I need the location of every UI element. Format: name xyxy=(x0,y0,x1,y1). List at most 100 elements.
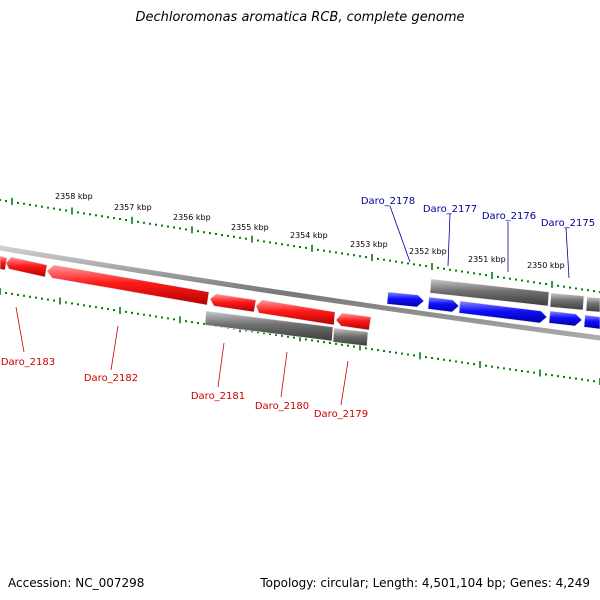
ruler-minor-tick xyxy=(485,364,487,367)
ruler-minor-tick xyxy=(203,231,205,234)
ruler-minor-tick xyxy=(269,241,271,244)
ruler-minor-tick xyxy=(5,200,7,202)
gene-track-reverse xyxy=(0,255,372,331)
ruler-minor-tick xyxy=(455,269,457,272)
ruler-minor-tick xyxy=(437,266,439,269)
ruler-minor-tick xyxy=(509,368,511,371)
ruler-minor-tick xyxy=(77,211,79,214)
leader-line xyxy=(15,306,25,353)
ruler-minor-tick xyxy=(593,380,595,383)
ruler-minor-tick xyxy=(137,312,139,315)
ruler-minor-tick xyxy=(347,344,349,347)
ruler-minor-tick xyxy=(275,333,277,336)
ruler-minor-tick xyxy=(443,267,445,270)
ruler-minor-tick xyxy=(497,366,499,369)
ruler-minor-tick xyxy=(161,316,163,319)
ruler-minor-tick xyxy=(365,347,367,350)
leader-line xyxy=(340,360,349,406)
ruler-minor-tick xyxy=(389,350,391,353)
ruler-minor-tick xyxy=(125,310,127,313)
ruler-minor-tick xyxy=(437,357,439,360)
ruler-minor-tick xyxy=(491,365,493,368)
ruler-major-tick xyxy=(491,272,493,279)
ruler-minor-tick xyxy=(383,350,385,352)
forward-label-leaders xyxy=(389,205,570,279)
ruler-minor-tick xyxy=(137,220,139,223)
ruler-minor-tick xyxy=(539,282,541,285)
ruler-minor-tick xyxy=(353,254,355,257)
gene-block-gray-4 xyxy=(549,292,585,311)
ruler-minor-tick xyxy=(383,258,385,261)
genome-backbone xyxy=(0,245,600,341)
ruler-minor-tick xyxy=(407,262,409,265)
gene-label-daro-2175[interactable]: Daro_2175 xyxy=(541,218,595,229)
ruler-minor-tick xyxy=(503,367,505,370)
ruler-minor-tick xyxy=(467,271,469,274)
gene-arrow-daro-2183 xyxy=(5,256,48,278)
ruler-minor-tick xyxy=(557,375,559,378)
ruler-minor-tick xyxy=(281,243,283,246)
leader-line xyxy=(389,205,411,263)
ruler-minor-tick xyxy=(125,219,127,221)
ruler-minor-tick xyxy=(95,306,97,309)
ruler-minor-tick xyxy=(479,273,481,276)
ruler-minor-tick xyxy=(119,218,121,220)
ruler-minor-tick xyxy=(329,250,331,253)
ruler-minor-tick xyxy=(167,317,169,320)
ruler-minor-tick xyxy=(515,278,517,281)
leader-line xyxy=(280,351,288,398)
gene-label-daro-2182[interactable]: Daro_2182 xyxy=(84,373,138,384)
ruler-minor-tick xyxy=(569,286,571,289)
ruler-minor-tick xyxy=(239,236,241,239)
ruler-minor-tick xyxy=(245,237,247,240)
ruler-minor-tick xyxy=(377,349,379,352)
ruler-major-tick xyxy=(251,235,253,243)
ruler-minor-tick xyxy=(335,251,337,254)
ruler-minor-tick xyxy=(347,253,349,256)
ruler-minor-tick xyxy=(335,342,337,345)
ruler-minor-tick xyxy=(551,374,553,377)
gene-label-daro-2176[interactable]: Daro_2176 xyxy=(482,211,536,222)
ruler-minor-tick xyxy=(281,334,283,337)
gene-label-daro-2178[interactable]: Daro_2178 xyxy=(361,196,415,207)
ruler-minor-tick xyxy=(323,341,325,344)
kbp-label: 2352 kbp xyxy=(409,247,447,256)
ruler-minor-tick xyxy=(401,261,403,264)
ruler-minor-tick xyxy=(29,295,31,298)
ruler-minor-tick xyxy=(53,299,55,302)
ruler-minor-tick xyxy=(113,217,115,220)
gene-label-daro-2179[interactable]: Daro_2179 xyxy=(314,409,368,420)
gene-label-daro-2181[interactable]: Daro_2181 xyxy=(191,391,245,402)
accession-text: Accession: NC_007298 xyxy=(8,576,145,590)
ruler-minor-tick xyxy=(341,252,343,255)
gene-label-daro-2177[interactable]: Daro_2177 xyxy=(423,204,477,215)
ruler-minor-tick xyxy=(461,270,463,273)
ruler-minor-tick xyxy=(575,287,577,290)
ruler-minor-tick xyxy=(47,206,49,209)
ruler-minor-tick xyxy=(107,216,109,219)
ruler-major-tick xyxy=(431,263,433,270)
ruler-major-tick xyxy=(539,369,541,377)
reverse-gene-labels: Daro_2183 Daro_2182 Daro_2181 Daro_2180 … xyxy=(1,357,368,420)
kbp-label: 2354 kbp xyxy=(290,231,328,240)
ruler-minor-tick xyxy=(71,302,73,305)
ruler-minor-tick xyxy=(359,255,361,258)
gene-label-daro-2183[interactable]: Daro_2183 xyxy=(1,357,55,368)
ruler-minor-tick xyxy=(251,330,253,333)
gene-track-other-right xyxy=(429,278,600,313)
ruler-minor-tick xyxy=(293,336,295,339)
ruler-minor-tick xyxy=(41,205,43,208)
gene-label-daro-2180[interactable]: Daro_2180 xyxy=(255,401,309,412)
ruler-minor-tick xyxy=(419,264,421,267)
ruler-minor-tick xyxy=(395,260,397,263)
ruler-minor-tick xyxy=(563,285,565,288)
ruler-minor-tick xyxy=(173,226,175,229)
ruler-minor-tick xyxy=(269,333,271,335)
gene-arrow-daro-2181 xyxy=(209,293,257,313)
ruler-minor-tick xyxy=(23,202,25,205)
ruler-minor-tick xyxy=(263,332,265,335)
ruler-minor-tick xyxy=(41,297,43,300)
ruler-minor-tick xyxy=(233,235,235,238)
gene-block-gray-3 xyxy=(429,278,550,307)
ruler-minor-tick xyxy=(407,353,409,356)
